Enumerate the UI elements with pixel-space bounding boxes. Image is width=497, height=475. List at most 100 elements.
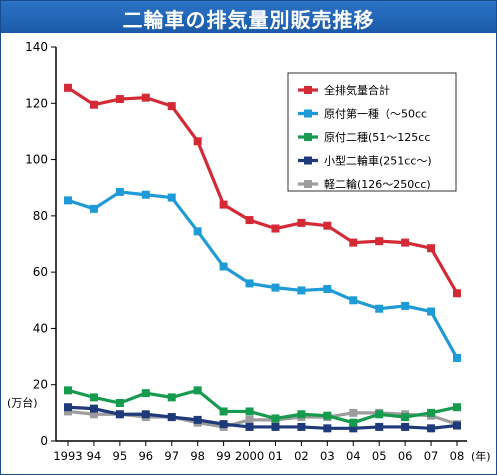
title-bar: 二輪車の排気量別販売推移 — [1, 1, 496, 33]
data-point-4 — [349, 408, 358, 417]
x-tick-label: 97 — [164, 449, 179, 463]
data-point-1 — [245, 279, 254, 288]
data-point-3 — [427, 424, 436, 433]
x-tick-label: 06 — [398, 449, 413, 463]
data-point-0 — [401, 238, 410, 247]
x-tick-label: 96 — [138, 449, 153, 463]
data-point-2 — [375, 410, 384, 419]
data-point-3 — [453, 421, 461, 430]
legend-label: 原付第一種（〜50cc — [324, 107, 427, 121]
data-point-1 — [193, 227, 202, 236]
legend-label: 全排気量合計 — [324, 83, 390, 97]
x-tick-label: 94 — [87, 449, 102, 463]
legend-label: 軽二輪(126〜250cc) — [324, 177, 431, 191]
data-point-2 — [193, 386, 202, 395]
data-point-2 — [245, 407, 254, 416]
data-point-1 — [64, 196, 72, 205]
data-point-2 — [141, 389, 150, 398]
legend-swatch-marker — [304, 109, 312, 118]
data-point-0 — [64, 83, 72, 92]
data-point-1 — [167, 193, 176, 202]
data-point-0 — [427, 244, 436, 253]
data-point-1 — [323, 285, 332, 294]
data-point-3 — [219, 420, 228, 429]
series-line-1 — [67, 190, 459, 359]
y-tick-label: 0 — [40, 434, 48, 448]
data-point-2 — [453, 403, 461, 412]
data-point-3 — [349, 424, 358, 433]
x-tick-label: 03 — [320, 449, 335, 463]
legend-swatch-marker — [304, 86, 312, 94]
x-tick-label: 99 — [216, 449, 231, 463]
data-point-4 — [245, 415, 254, 424]
x-tick-label: 04 — [346, 449, 361, 463]
data-point-0 — [167, 102, 176, 111]
data-point-0 — [297, 218, 306, 227]
x-tick-label: 1993 — [53, 449, 82, 463]
data-point-2 — [271, 414, 280, 423]
legend-box — [287, 72, 457, 192]
data-point-2 — [297, 410, 306, 419]
data-point-0 — [453, 289, 461, 298]
x-tick-label: 05 — [372, 449, 387, 463]
data-point-3 — [167, 413, 176, 422]
data-point-1 — [401, 301, 410, 310]
data-point-3 — [64, 403, 72, 412]
data-point-3 — [297, 422, 306, 431]
data-point-3 — [323, 424, 332, 433]
y-tick-label: 20 — [33, 378, 48, 392]
data-point-2 — [115, 399, 124, 408]
data-point-4 — [89, 410, 98, 419]
y-tick-label: 40 — [33, 321, 48, 335]
data-point-0 — [323, 221, 332, 230]
data-point-2 — [219, 407, 228, 416]
data-point-0 — [219, 200, 228, 209]
chart-title: 二輪車の排気量別販売推移 — [122, 8, 375, 32]
data-point-2 — [89, 393, 98, 402]
y-tick-label: 60 — [33, 265, 48, 279]
series-line-2 — [67, 388, 458, 425]
x-tick-label: 95 — [113, 449, 128, 463]
data-point-1 — [297, 286, 306, 295]
data-point-2 — [401, 413, 410, 422]
x-tick-label: 07 — [424, 449, 439, 463]
data-point-3 — [245, 422, 254, 431]
y-axis-unit: (万台) — [7, 396, 38, 410]
data-point-3 — [89, 404, 98, 413]
data-point-0 — [115, 95, 124, 104]
data-point-1 — [219, 262, 228, 271]
data-point-2 — [349, 418, 358, 427]
data-point-0 — [245, 216, 254, 225]
data-point-2 — [167, 393, 176, 402]
y-tick-label: 120 — [25, 96, 48, 110]
y-tick-label: 100 — [25, 153, 48, 167]
legend-swatch-marker — [304, 133, 312, 141]
data-point-1 — [271, 283, 280, 292]
data-point-0 — [271, 224, 280, 233]
data-point-0 — [141, 93, 150, 102]
data-point-2 — [64, 386, 72, 395]
x-tick-label: 08 — [450, 449, 465, 463]
legend-swatch-marker — [304, 156, 312, 165]
data-point-1 — [115, 187, 124, 196]
data-point-1 — [349, 296, 358, 305]
data-point-0 — [89, 100, 98, 109]
data-point-2 — [323, 411, 332, 420]
legend-label: 原付二種(51〜125cc — [324, 130, 430, 144]
data-point-0 — [375, 237, 384, 246]
y-tick-label: 140 — [25, 40, 48, 54]
data-point-3 — [141, 410, 150, 419]
legend-label: 小型二輪車(251cc〜) — [324, 154, 432, 168]
x-tick-label: 02 — [294, 449, 309, 463]
data-point-1 — [89, 204, 98, 213]
data-point-1 — [427, 307, 436, 316]
series-line-0 — [67, 86, 459, 295]
x-tick-label: 01 — [268, 449, 283, 463]
x-tick-label: 2000 — [235, 449, 264, 463]
data-point-3 — [271, 422, 280, 431]
x-tick-label: 98 — [190, 449, 205, 463]
data-point-1 — [453, 353, 461, 362]
data-point-3 — [375, 422, 384, 431]
data-point-2 — [427, 408, 436, 417]
